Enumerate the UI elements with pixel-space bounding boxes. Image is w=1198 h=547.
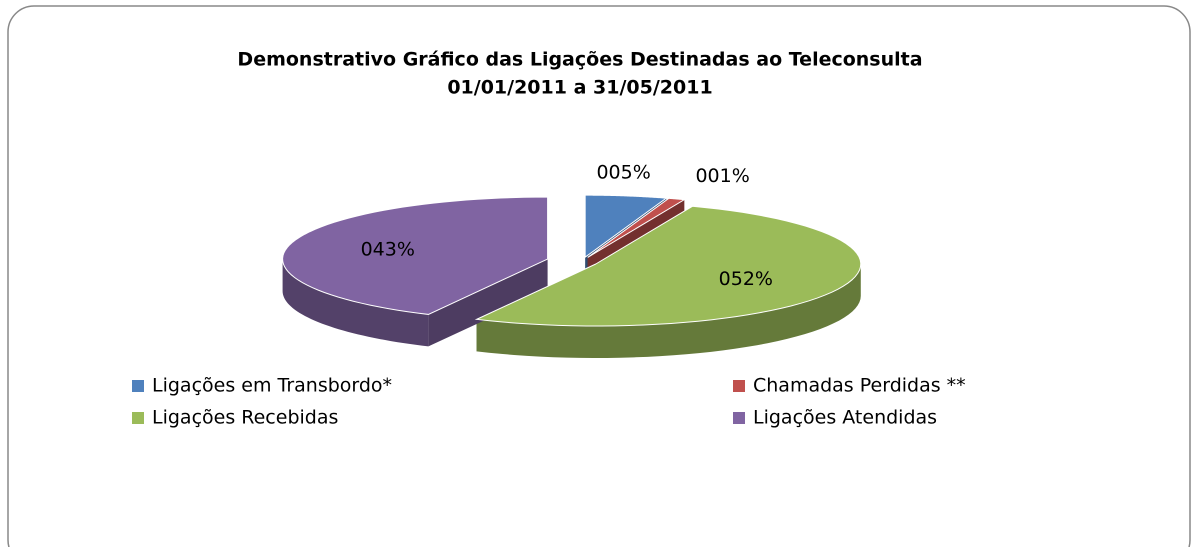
pie-slice [282,196,549,315]
legend-label: Ligações Recebidas [152,407,338,429]
legend-swatch [733,380,745,392]
value-label: 005% [596,161,650,183]
legend-label: Ligações em Transbordo* [152,375,392,397]
pie-slice [584,194,668,259]
slice-side [282,259,429,347]
legend-swatch [733,412,745,424]
value-label: 001% [695,165,749,187]
value-label: 052% [719,268,773,290]
value-label: 043% [361,239,415,261]
slice-side [476,263,861,358]
legend-swatch [132,412,144,424]
legend-label: Chamadas Perdidas ** [753,375,966,397]
chart-title: Demonstrativo Gráfico das Ligações Desti… [237,49,922,71]
legend-swatch [132,380,144,392]
slice-wall [428,259,548,347]
pie-slice [587,197,686,258]
chart-subtitle: 01/01/2011 a 31/05/2011 [447,77,712,99]
pie-slice [474,205,862,327]
legend-label: Ligações Atendidas [753,407,937,429]
